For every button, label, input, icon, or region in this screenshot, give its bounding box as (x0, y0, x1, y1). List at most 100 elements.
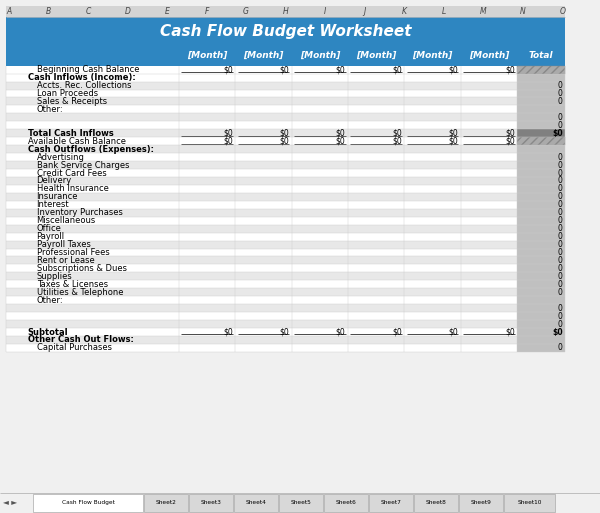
Text: Beginning Cash Balance: Beginning Cash Balance (37, 65, 139, 74)
Text: 0: 0 (558, 176, 563, 186)
FancyBboxPatch shape (189, 494, 233, 512)
FancyBboxPatch shape (517, 153, 565, 161)
FancyBboxPatch shape (517, 74, 565, 82)
Text: $0: $0 (223, 136, 233, 146)
Text: N: N (520, 7, 526, 16)
FancyBboxPatch shape (517, 272, 565, 280)
Text: Interest: Interest (37, 200, 69, 209)
FancyBboxPatch shape (369, 494, 413, 512)
FancyBboxPatch shape (6, 296, 517, 304)
FancyBboxPatch shape (517, 256, 565, 264)
Text: 0: 0 (558, 304, 563, 313)
Text: Capital Purchases: Capital Purchases (37, 343, 112, 352)
Text: $0: $0 (280, 136, 289, 146)
FancyBboxPatch shape (6, 153, 517, 161)
FancyBboxPatch shape (517, 185, 565, 193)
Text: Cash Flow Budget Worksheet: Cash Flow Budget Worksheet (160, 24, 412, 39)
Text: Sheet10: Sheet10 (517, 500, 542, 505)
Text: D: D (125, 7, 130, 16)
Text: Taxes & Licenses: Taxes & Licenses (37, 280, 108, 289)
FancyBboxPatch shape (517, 336, 565, 344)
FancyBboxPatch shape (6, 272, 517, 280)
Text: Sheet6: Sheet6 (336, 500, 356, 505)
Text: I: I (324, 7, 326, 16)
Text: Total Cash Inflows: Total Cash Inflows (28, 129, 113, 138)
FancyBboxPatch shape (6, 320, 517, 328)
Text: Credit Card Fees: Credit Card Fees (37, 168, 106, 177)
Text: Payroll Taxes: Payroll Taxes (37, 240, 91, 249)
FancyBboxPatch shape (517, 328, 565, 336)
Text: $0: $0 (449, 327, 458, 337)
Text: Health Insurance: Health Insurance (37, 184, 109, 193)
Text: ◄ ►: ◄ ► (3, 498, 17, 507)
Text: 0: 0 (558, 240, 563, 249)
FancyBboxPatch shape (517, 209, 565, 216)
Text: 0: 0 (558, 272, 563, 281)
Text: $0: $0 (280, 65, 289, 74)
FancyBboxPatch shape (517, 280, 565, 288)
Text: Cash Inflows (Income):: Cash Inflows (Income): (28, 73, 136, 82)
FancyBboxPatch shape (517, 90, 565, 97)
Text: Delivery: Delivery (37, 176, 72, 186)
Text: Other:: Other: (37, 105, 63, 114)
Text: 0: 0 (558, 97, 563, 106)
Text: Office: Office (37, 224, 61, 233)
Text: Rent or Lease: Rent or Lease (37, 256, 94, 265)
FancyBboxPatch shape (6, 312, 517, 320)
Text: [Month]: [Month] (356, 51, 397, 60)
FancyBboxPatch shape (6, 248, 517, 256)
Text: 0: 0 (558, 161, 563, 170)
FancyBboxPatch shape (279, 494, 323, 512)
FancyBboxPatch shape (6, 225, 517, 232)
Text: Sheet9: Sheet9 (471, 500, 491, 505)
FancyBboxPatch shape (517, 241, 565, 248)
FancyBboxPatch shape (517, 296, 565, 304)
Text: 0: 0 (558, 256, 563, 265)
FancyBboxPatch shape (6, 201, 517, 209)
Text: $0: $0 (392, 129, 402, 138)
Text: C: C (85, 7, 91, 16)
Text: $0: $0 (223, 129, 233, 138)
Text: 0: 0 (558, 264, 563, 273)
Text: 0: 0 (558, 248, 563, 257)
Text: $0: $0 (552, 327, 563, 337)
Text: Sheet2: Sheet2 (156, 500, 176, 505)
FancyBboxPatch shape (517, 137, 565, 145)
FancyBboxPatch shape (144, 494, 188, 512)
Text: 0: 0 (558, 113, 563, 122)
Text: O: O (559, 7, 565, 16)
FancyBboxPatch shape (517, 344, 565, 352)
Text: Advertising: Advertising (37, 152, 85, 162)
FancyBboxPatch shape (6, 288, 517, 296)
Text: $0: $0 (449, 129, 458, 138)
Text: Inventory Purchases: Inventory Purchases (37, 208, 122, 218)
FancyBboxPatch shape (6, 304, 517, 312)
Text: Other:: Other: (37, 295, 63, 305)
Text: Miscellaneous: Miscellaneous (37, 216, 96, 225)
Text: K: K (401, 7, 407, 16)
Text: Sheet3: Sheet3 (201, 500, 221, 505)
Text: 0: 0 (558, 343, 563, 352)
Text: 0: 0 (558, 320, 563, 329)
FancyBboxPatch shape (6, 17, 565, 45)
Text: $0: $0 (449, 65, 458, 74)
Text: $0: $0 (505, 136, 515, 146)
Text: Utilities & Telephone: Utilities & Telephone (37, 288, 123, 297)
Text: $0: $0 (505, 327, 515, 337)
Text: 0: 0 (558, 208, 563, 218)
Text: 0: 0 (558, 280, 563, 289)
Text: 0: 0 (558, 200, 563, 209)
FancyBboxPatch shape (6, 169, 517, 177)
FancyBboxPatch shape (6, 137, 517, 145)
FancyBboxPatch shape (6, 66, 517, 74)
FancyBboxPatch shape (6, 280, 517, 288)
FancyBboxPatch shape (517, 225, 565, 232)
Text: 0: 0 (558, 192, 563, 202)
Text: M: M (480, 7, 487, 16)
FancyBboxPatch shape (6, 74, 517, 82)
FancyBboxPatch shape (517, 312, 565, 320)
FancyBboxPatch shape (6, 328, 517, 336)
Text: H: H (283, 7, 289, 16)
FancyBboxPatch shape (6, 344, 517, 352)
Text: $0: $0 (336, 327, 346, 337)
